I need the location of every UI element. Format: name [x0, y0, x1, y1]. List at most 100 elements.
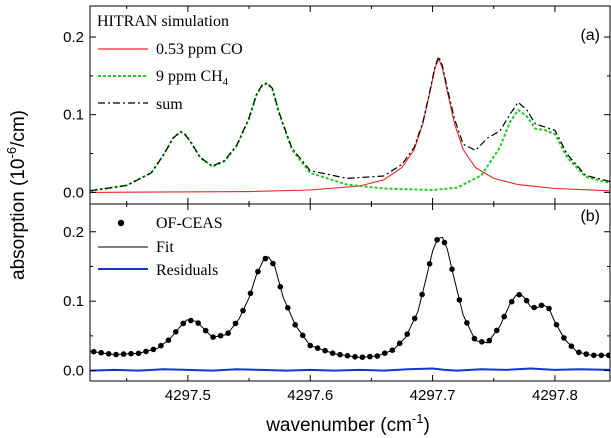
x-axis-label: wavenumber (cm-1): [265, 411, 430, 436]
ofceas-data-point: [329, 350, 336, 357]
ofceas-data-point: [188, 317, 194, 324]
legend-ofceas-label: OF-CEAS: [156, 215, 223, 232]
ofceas-data-point: [538, 302, 545, 309]
legend-ofceas-marker: [117, 219, 125, 227]
ofceas-data-point: [464, 320, 470, 326]
ofceas-data-point: [382, 350, 388, 357]
ofceas-data-point: [411, 315, 418, 322]
panel-b-label: (b): [580, 208, 600, 225]
panel-a-legend: HITRAN simulation 0.53 ppm CO 9 ppm CH4 …: [97, 13, 243, 113]
legend-co-label: 0.53 ppm CO: [156, 41, 243, 58]
panel-a-plot-area: [90, 55, 610, 193]
ofceas-data-point: [270, 260, 276, 267]
ofceas-data-point: [501, 313, 508, 320]
y-tick-label-a: 0.2: [63, 29, 84, 46]
ofceas-data-point: [225, 330, 231, 336]
x-tick-label: 4297.7: [410, 387, 456, 404]
ofceas-data-point: [568, 343, 575, 350]
ofceas-data-point: [471, 335, 478, 342]
ofceas-data-point: [426, 261, 433, 267]
panel-b-legend: OF-CEAS Fit Residuals: [98, 215, 223, 279]
ofceas-data-point: [523, 297, 530, 304]
ofceas-data-point: [307, 342, 314, 349]
ofceas-data-point: [232, 320, 239, 327]
legend-fit-label: Fit: [156, 239, 174, 256]
ofceas-data-point: [285, 305, 291, 311]
ofceas-data-point: [165, 337, 172, 344]
series-line-residuals: [90, 367, 610, 372]
legend-residuals-label: Residuals: [156, 262, 218, 279]
ofceas-data-point: [598, 352, 605, 359]
ofceas-data-point: [277, 284, 284, 290]
y-tick-label-b: 0.1: [63, 293, 84, 310]
ofceas-data-point: [195, 320, 201, 326]
ofceas-data-point: [98, 349, 104, 356]
ofceas-data-point: [352, 354, 358, 360]
ofceas-data-point: [494, 327, 500, 334]
ofceas-data-point: [113, 351, 119, 358]
ofceas-data-point: [150, 346, 157, 353]
panel-a-label: (a): [580, 27, 600, 44]
ofceas-data-point: [456, 297, 463, 303]
ofceas-data-point: [337, 351, 343, 358]
ofceas-data-point: [105, 351, 112, 357]
ofceas-data-point: [262, 255, 269, 262]
ofceas-data-point: [553, 321, 560, 328]
ofceas-data-point: [247, 290, 254, 297]
ofceas-data-point: [322, 347, 328, 354]
ofceas-data-point: [441, 239, 448, 246]
ofceas-data-point: [583, 351, 590, 357]
ofceas-data-point: [546, 305, 552, 312]
ofceas-data-point: [344, 352, 351, 359]
x-tick-label: 4297.8: [532, 387, 578, 404]
x-tick-label: 4297.6: [287, 387, 333, 404]
y-tick-label-b: 0.2: [63, 224, 84, 241]
ofceas-data-point: [531, 304, 537, 311]
ofceas-data-point: [143, 348, 149, 355]
ofceas-data-point: [299, 332, 306, 339]
ofceas-data-point: [576, 349, 582, 356]
y-tick-label-a: 0.1: [63, 107, 84, 124]
y-tick-label-b: 0.0: [63, 363, 84, 380]
ofceas-data-point: [419, 291, 425, 298]
panel-b-plot-area: [90, 236, 610, 372]
ofceas-data-point: [508, 298, 515, 305]
ofceas-data-point: [404, 331, 411, 337]
ofceas-data-point: [389, 347, 396, 354]
ofceas-data-point: [479, 339, 485, 345]
ofceas-data-point: [292, 322, 299, 328]
ofceas-data-point: [374, 353, 381, 359]
ofceas-data-point: [367, 353, 373, 360]
ofceas-data-point: [158, 342, 164, 349]
ofceas-data-point: [255, 268, 261, 275]
ofceas-data-point: [135, 350, 142, 357]
ofceas-data-point: [434, 237, 440, 243]
axis-ticks: 4297.5 4297.6 4297.7 4297.8 0.0 0.1 0.2 0.0 0.1 0…: [63, 6, 610, 404]
ofceas-data-point: [396, 340, 403, 347]
ofceas-data-point: [128, 350, 134, 357]
ofceas-data-point: [202, 327, 209, 334]
panel-b-frame: [89, 203, 611, 382]
ofceas-data-point: [561, 335, 567, 341]
ofceas-data-point: [359, 354, 366, 361]
ofceas-data-point: [314, 345, 321, 351]
series-line-co: [90, 58, 610, 193]
legend-ch4-label: 9 ppm CH4: [156, 68, 229, 88]
ofceas-data-point: [486, 337, 493, 344]
legend-a-title: HITRAN simulation: [97, 13, 229, 30]
ofceas-data-point: [217, 332, 224, 339]
y-axis-label: absorption (10-6/cm): [4, 110, 29, 280]
ofceas-data-point: [240, 307, 246, 314]
x-tick-label: 4297.5: [165, 387, 211, 404]
ofceas-data-point: [591, 352, 597, 359]
ofceas-data-point: [180, 320, 187, 327]
ofceas-data-point: [605, 352, 610, 359]
y-tick-label-a: 0.0: [63, 184, 84, 201]
series-line-sum: [90, 55, 610, 192]
ofceas-data-point: [120, 351, 127, 357]
legend-sum-label: sum: [156, 96, 183, 113]
ofceas-data-point: [516, 291, 522, 298]
ofceas-data-point: [449, 266, 455, 273]
ofceas-data-point: [210, 334, 216, 340]
